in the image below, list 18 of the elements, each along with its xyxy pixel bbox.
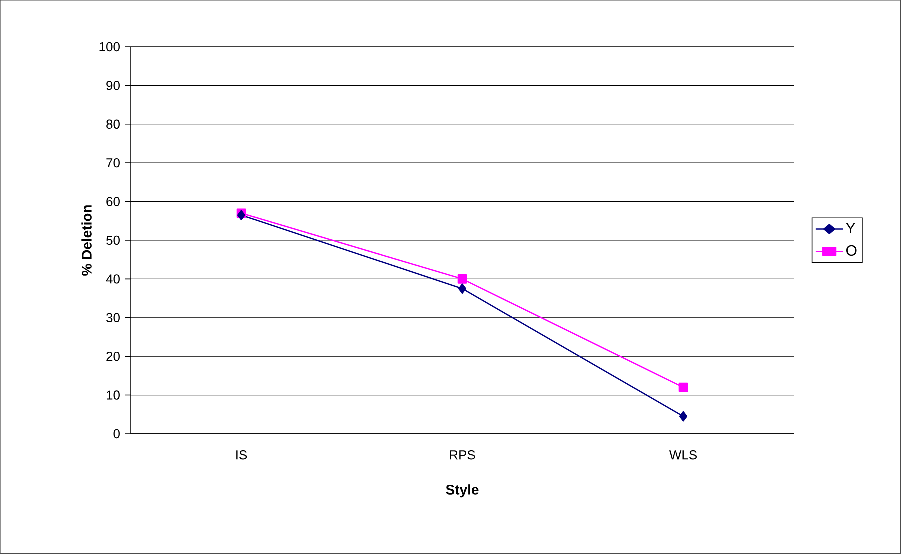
x-tick-label: RPS [450, 450, 476, 460]
y-axis-title: % Deletion [82, 206, 92, 276]
x-axis-title: Style [446, 484, 479, 498]
y-tick-label: 30 [106, 313, 120, 322]
y-tick-label: 70 [106, 158, 120, 168]
y-tick-label: 50 [106, 236, 120, 246]
y-tick-label: 100 [100, 42, 120, 52]
legend-label: Y [846, 223, 856, 234]
y-tick-label: 60 [106, 197, 120, 206]
y-tick-label: 0 [114, 429, 120, 439]
y-tick-label: 80 [106, 120, 120, 129]
y-tick-label: 20 [106, 352, 120, 362]
legend-label: O [846, 245, 857, 256]
x-tick-label: WLS [669, 450, 697, 460]
x-tick-label: IS [236, 450, 248, 460]
y-tick-label: 90 [106, 81, 120, 90]
y-tick-label: 10 [107, 390, 120, 400]
y-tick-label: 40 [106, 274, 120, 284]
